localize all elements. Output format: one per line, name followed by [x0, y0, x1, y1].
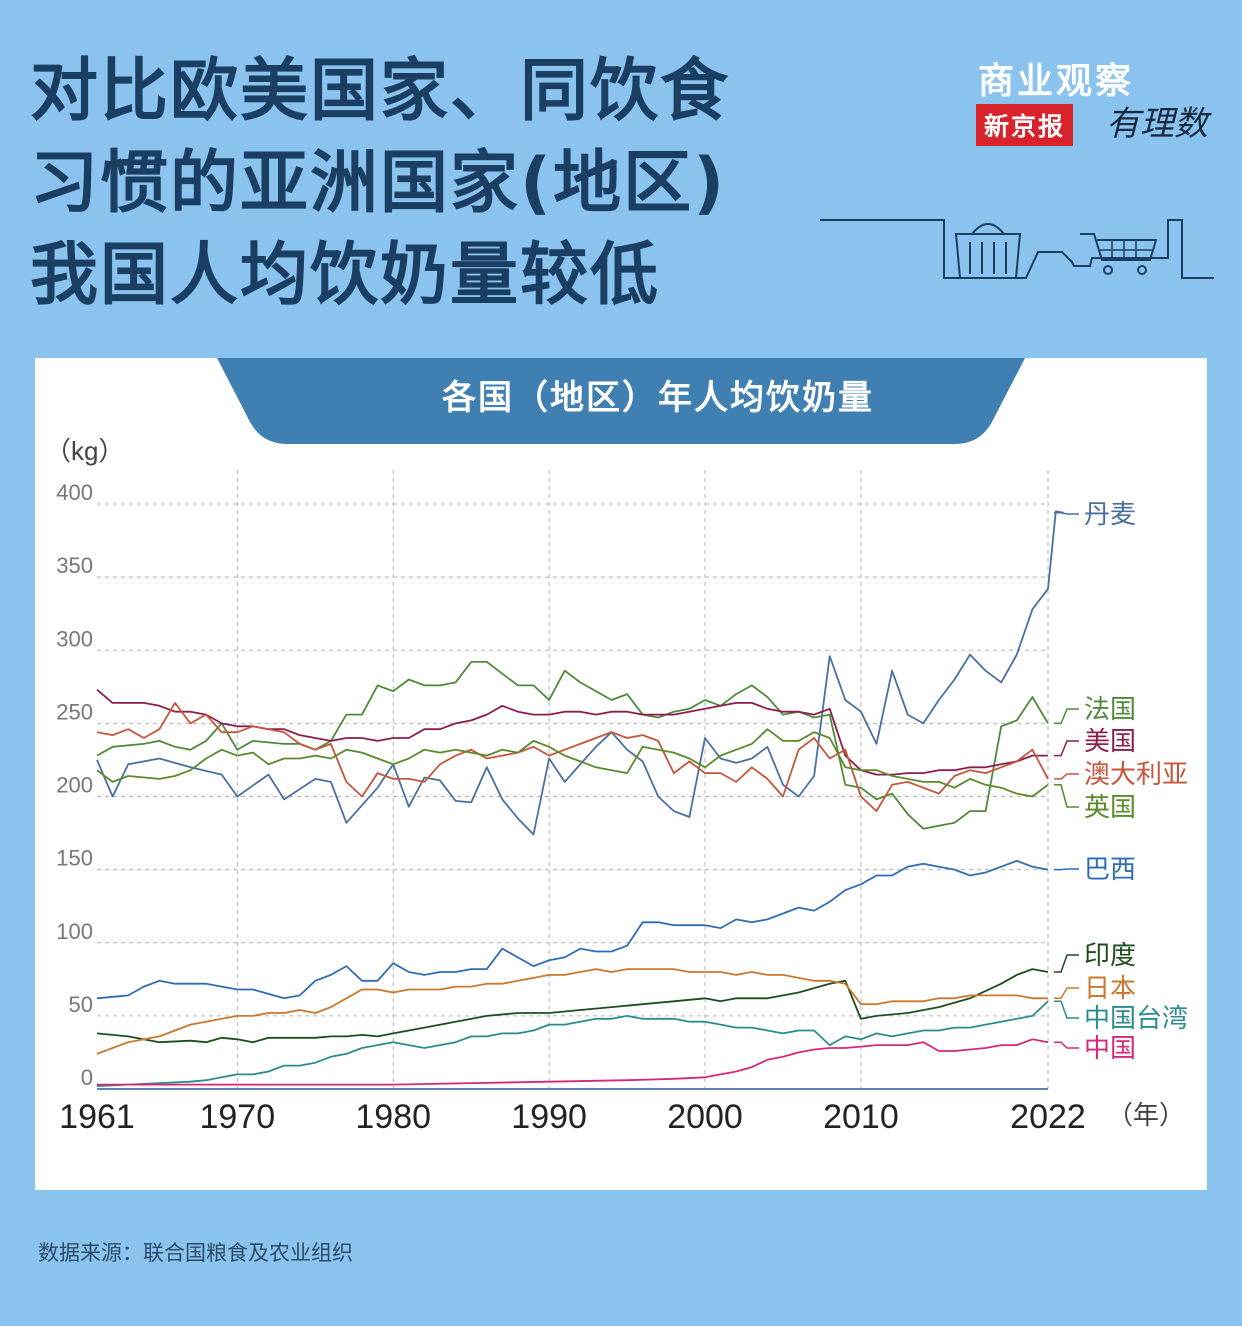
- y-tick-label: 200: [56, 773, 93, 798]
- series-label: 印度: [1084, 940, 1136, 970]
- series-leader-line: [1054, 1041, 1079, 1049]
- series-label: 法国: [1084, 694, 1136, 724]
- y-axis-unit: （kg）: [45, 436, 124, 466]
- chart-panel: 各国（地区）年人均饮奶量 0 50 100 150 200 250 300 350 400 196…: [35, 358, 1207, 1190]
- series-leader-line: [1054, 784, 1079, 808]
- series-line: [96, 859, 1049, 1000]
- series-leader-line: [1054, 512, 1079, 515]
- series-line: [96, 660, 1049, 830]
- y-tick-label: 0: [81, 1065, 93, 1090]
- x-tick-label: 2000: [667, 1098, 743, 1136]
- x-tick-label: 1961: [59, 1098, 135, 1136]
- brand-script-logo: 有理数: [1106, 104, 1208, 144]
- chart-title-tab: [217, 358, 1025, 444]
- series-label: 日本: [1084, 973, 1136, 1003]
- series-line: [96, 510, 1064, 836]
- brand-logo-box: 新京报: [976, 104, 1074, 146]
- shopping-cart-icon: [1080, 233, 1158, 275]
- series-line: [96, 701, 1049, 813]
- chart-title: 各国（地区）年人均饮奶量: [442, 378, 874, 418]
- series-label: 中国台湾: [1084, 1003, 1188, 1033]
- shopping-basket-icon: [954, 223, 1022, 279]
- y-tick-label: 150: [56, 846, 93, 871]
- headline-line-3: 我国人均饮奶量较低: [30, 236, 661, 315]
- brand-column-name: 商业观察: [978, 60, 1135, 102]
- line-chart: 0 50 100 150 200 250 300 350 400 1961 1970 1980 1990…: [45, 436, 1188, 1136]
- y-tick-label: 100: [56, 919, 93, 944]
- data-source: 数据来源：联合国粮食及农业组织: [38, 1241, 353, 1265]
- series-label: 中国: [1084, 1033, 1136, 1063]
- series-leader-line: [1054, 740, 1079, 757]
- series-label: 巴西: [1084, 854, 1136, 884]
- x-tick-label: 2022: [1010, 1098, 1086, 1136]
- y-tick-label: 350: [56, 553, 93, 578]
- decorative-shopping-line: [820, 219, 1214, 279]
- series-leader-line: [1054, 1000, 1079, 1019]
- series-leader-line: [1054, 868, 1079, 871]
- series-line: [97, 1038, 1049, 1086]
- x-tick-label: 1990: [511, 1098, 587, 1136]
- series-line: [96, 728, 1049, 798]
- y-tick-label: 250: [56, 699, 93, 724]
- y-tick-label: 300: [56, 626, 93, 651]
- y-tick-label: 400: [56, 480, 93, 505]
- series-leader-line: [1054, 954, 1079, 973]
- series-label: 澳大利亚: [1084, 759, 1188, 789]
- x-axis-unit: （年）: [1107, 1100, 1185, 1130]
- headline-line-1: 对比欧美国家、同饮食: [30, 52, 731, 131]
- series-leader-line: [1054, 987, 1079, 1000]
- headline-line-2: 习惯的亚洲国家(地区): [30, 144, 727, 223]
- series-leader-line: [1054, 708, 1079, 725]
- x-tick-label: 2010: [823, 1098, 899, 1136]
- x-tick-label: 1980: [355, 1098, 431, 1136]
- series-label: 英国: [1084, 792, 1136, 822]
- series-line: [96, 1000, 1049, 1087]
- series-label: 美国: [1084, 726, 1136, 756]
- headline: 对比欧美国家、同饮食 习惯的亚洲国家(地区) 我国人均饮奶量较低: [30, 46, 730, 322]
- series-line: [96, 968, 1049, 1044]
- y-tick-label: 50: [69, 992, 93, 1017]
- series-line: [96, 968, 1048, 1055]
- series-leader-line: [1054, 773, 1079, 780]
- x-tick-label: 1970: [199, 1098, 275, 1136]
- series-label: 丹麦: [1084, 499, 1136, 529]
